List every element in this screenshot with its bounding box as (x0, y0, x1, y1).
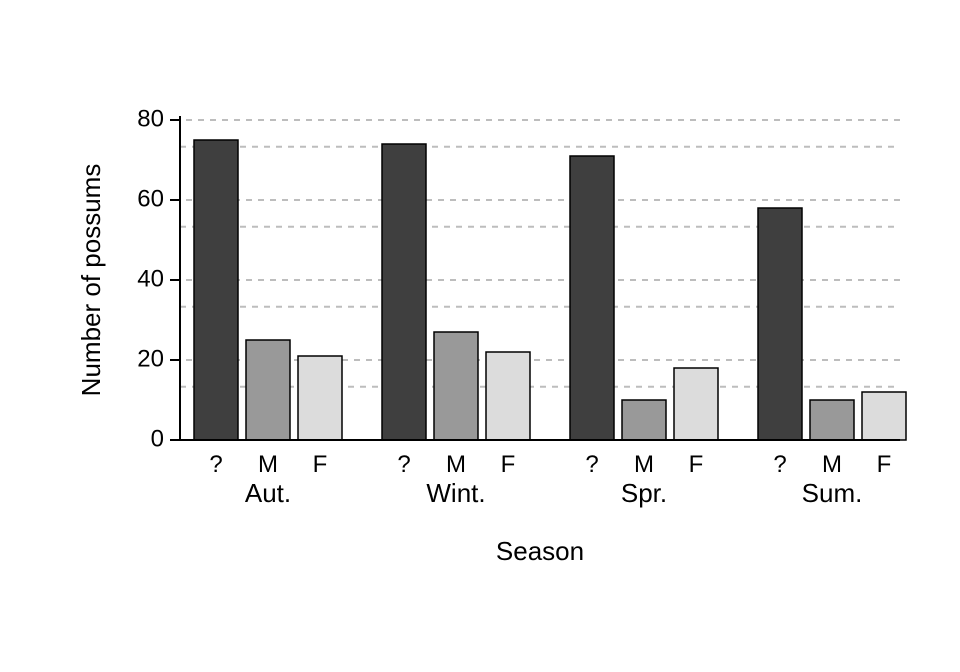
bar-sub-label: F (877, 451, 892, 478)
bar (758, 208, 802, 440)
y-tick-label: 0 (151, 425, 164, 452)
bar-sub-label: F (689, 451, 704, 478)
bar (434, 332, 478, 440)
x-axis-label: Season (496, 536, 584, 566)
bar-sub-label: F (501, 451, 516, 478)
bar (382, 144, 426, 440)
bar (674, 368, 718, 440)
y-tick-label: 40 (137, 265, 164, 292)
group-label: Spr. (621, 478, 667, 508)
group-label: Aut. (245, 478, 291, 508)
group-label: Sum. (802, 478, 863, 508)
y-tick-label: 60 (137, 185, 164, 212)
bar (622, 400, 666, 440)
bar (810, 400, 854, 440)
bar (486, 352, 530, 440)
y-axis-label: Number of possums (76, 164, 106, 397)
bar-sub-label: ? (585, 451, 598, 478)
bar-sub-label: ? (773, 451, 786, 478)
y-tick-label: 80 (137, 105, 164, 132)
bar-sub-label: M (634, 451, 654, 478)
bar-sub-label: ? (397, 451, 410, 478)
bar-sub-label: M (446, 451, 466, 478)
possum-bar-chart: ? M F Aut.? M F Wint.? M F Spr.? M F Sum. 0 20 40 60 80 Nu… (0, 0, 960, 672)
bar-sub-label: F (313, 451, 328, 478)
y-tick-label: 20 (137, 345, 164, 372)
bar-sub-label: M (822, 451, 842, 478)
group-label: Wint. (426, 478, 485, 508)
bar-sub-label: ? (209, 451, 222, 478)
bar (194, 140, 238, 440)
bar (298, 356, 342, 440)
bar-sub-label: M (258, 451, 278, 478)
bar (246, 340, 290, 440)
bar (570, 156, 614, 440)
bar (862, 392, 906, 440)
